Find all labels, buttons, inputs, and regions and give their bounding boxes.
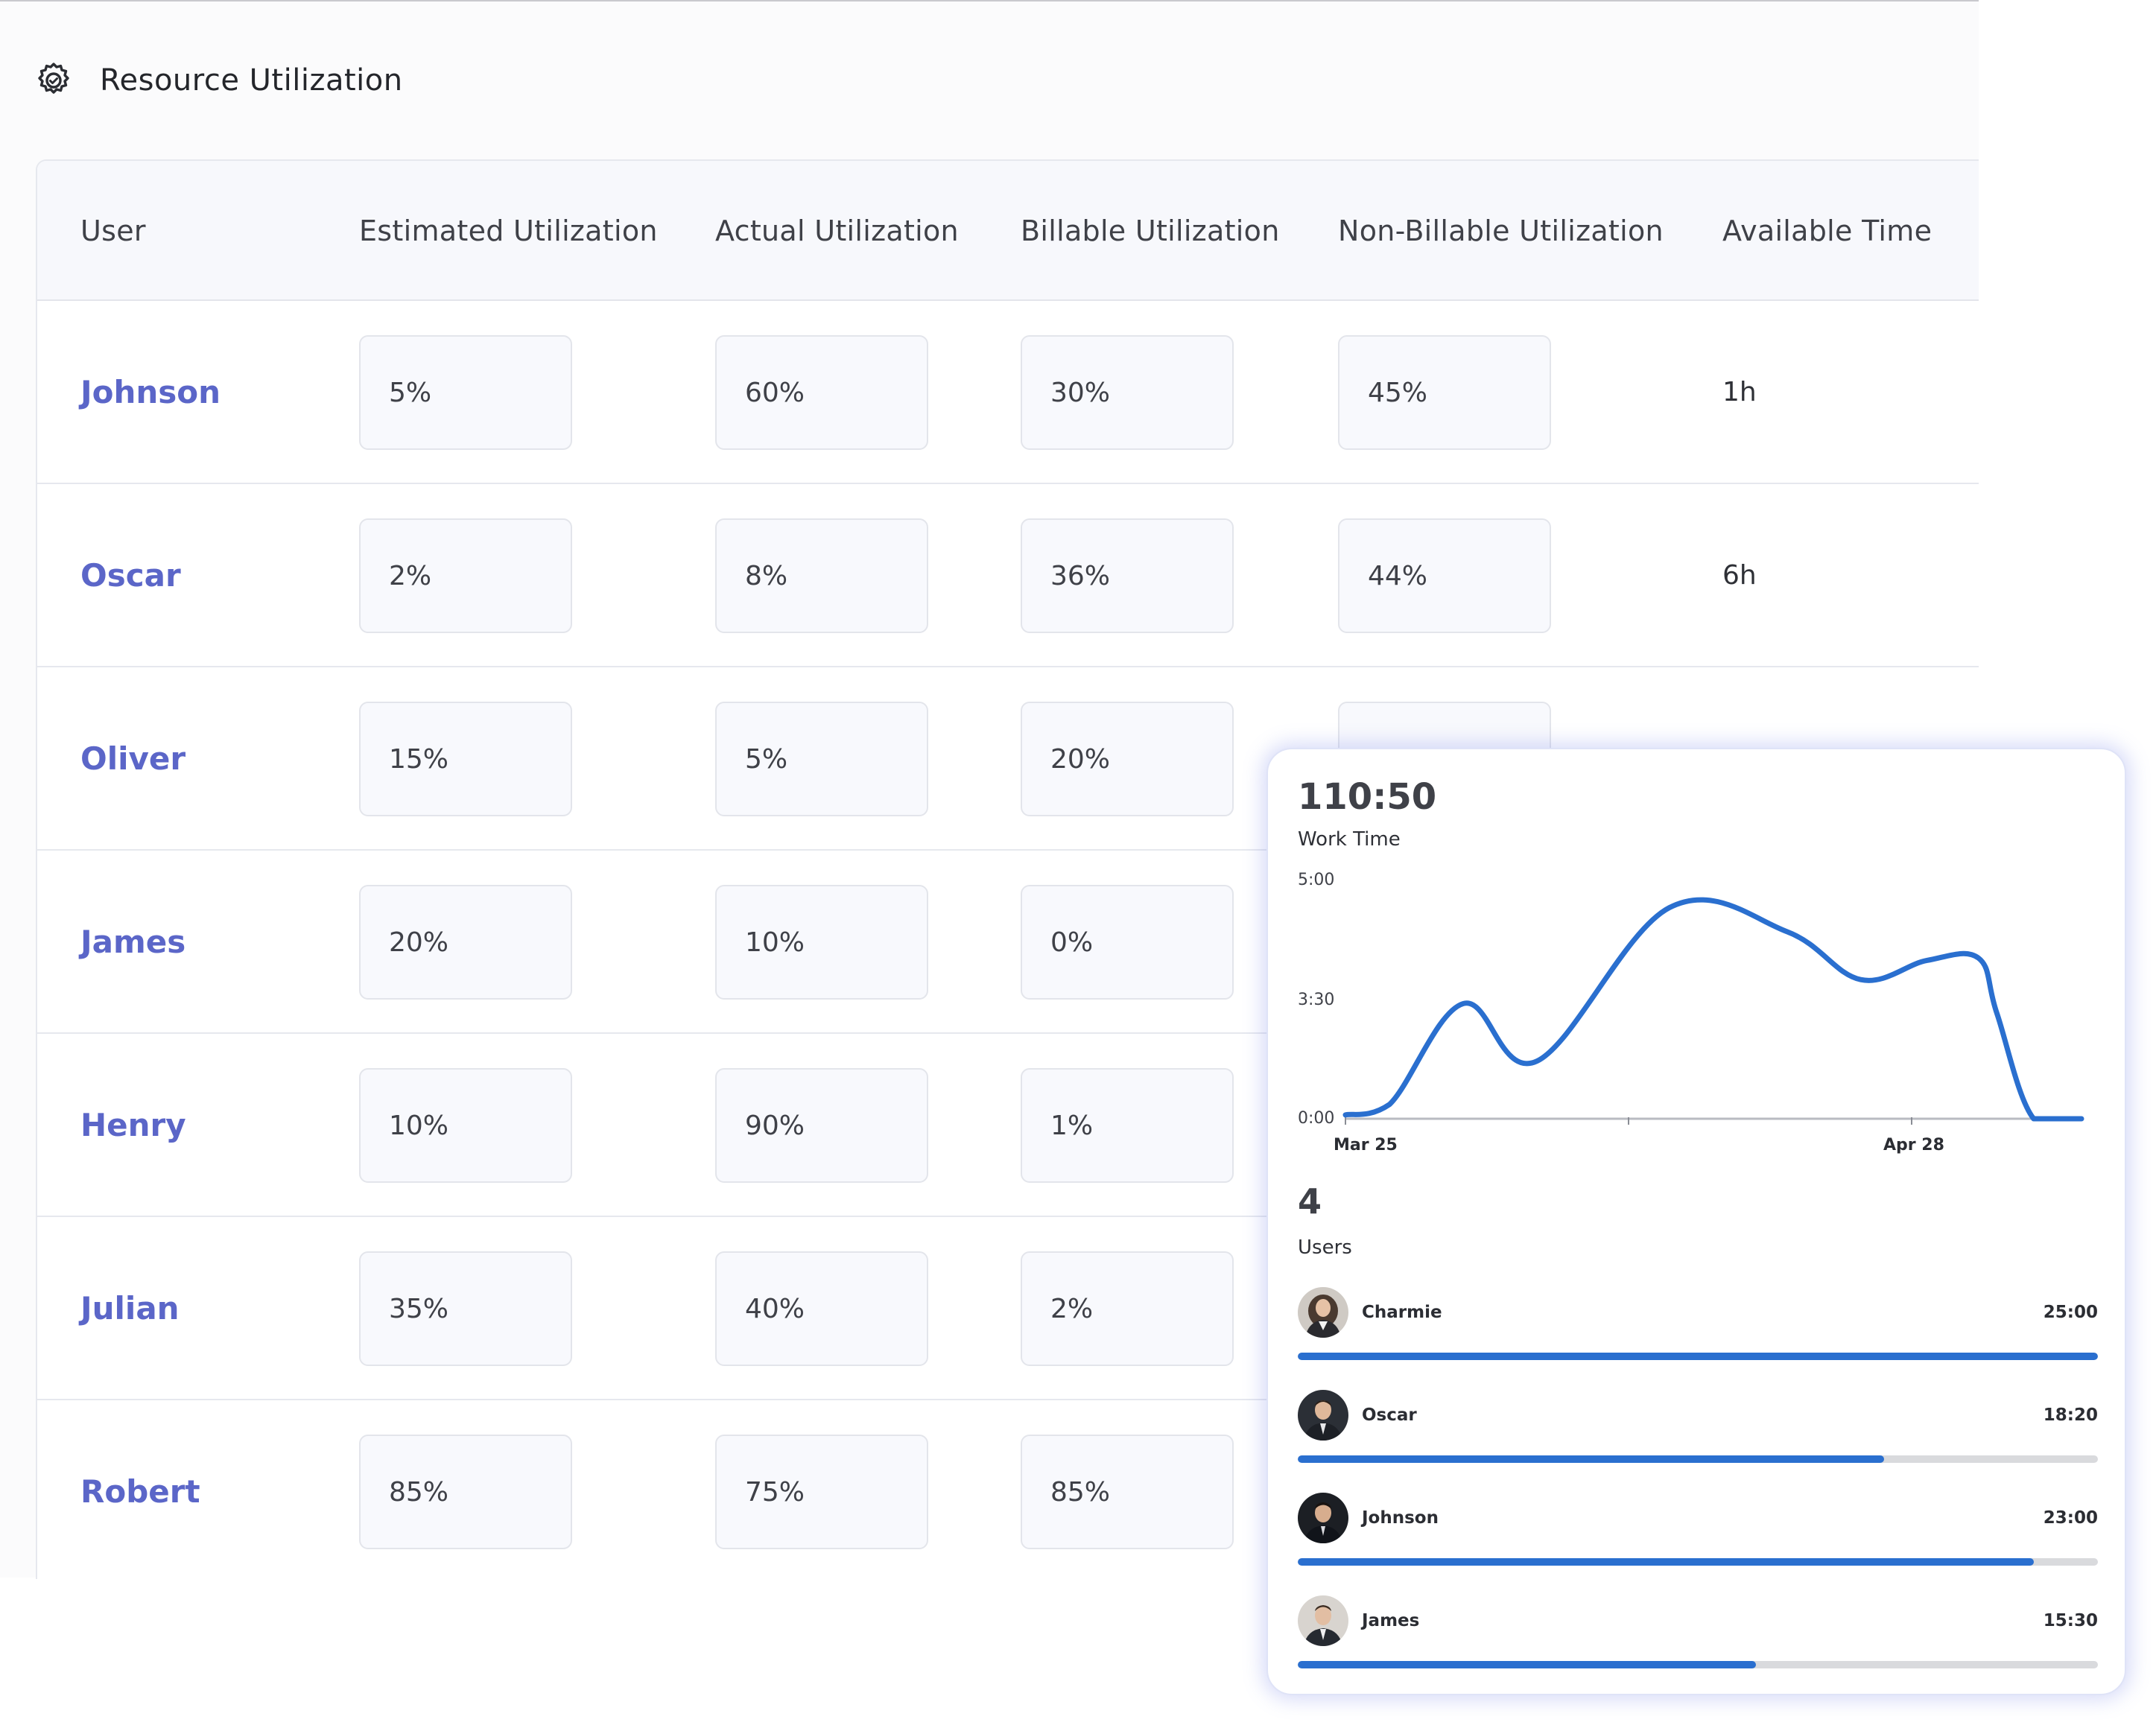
actual-utilization-field[interactable]: 60% — [715, 335, 928, 450]
available-time: 1h — [1722, 376, 1757, 407]
total-work-time-label: Work Time — [1298, 828, 1401, 851]
billable-utilization-field[interactable]: 30% — [1021, 335, 1234, 450]
user-progress-fill — [1298, 1661, 1757, 1668]
column-header-estimated[interactable]: Estimated Utilization — [359, 215, 658, 247]
billable-utilization-field[interactable]: 0% — [1021, 885, 1234, 1000]
user-name: Charmie — [1362, 1303, 1442, 1322]
billable-utilization-field[interactable]: 85% — [1021, 1435, 1234, 1549]
column-header-non-billable[interactable]: Non-Billable Utilization — [1338, 215, 1664, 247]
estimated-utilization-field[interactable]: 2% — [359, 518, 572, 633]
estimated-utilization-field[interactable]: 20% — [359, 885, 572, 1000]
work-time-chart: 0:00 3:30 5:00 Mar 25 Apr 28 — [1298, 871, 2084, 1154]
table-header: User Estimated Utilization Actual Utiliz… — [37, 161, 1979, 301]
column-header-available[interactable]: Available Time — [1722, 215, 1933, 247]
user-name: Oscar — [1362, 1406, 1417, 1425]
non-billable-utilization-field[interactable]: 44% — [1338, 518, 1551, 633]
user-link[interactable]: Julian — [80, 1289, 180, 1327]
actual-utilization-field[interactable]: 90% — [715, 1068, 928, 1183]
billable-utilization-field[interactable]: 2% — [1021, 1251, 1234, 1366]
users-label: Users — [1298, 1236, 1352, 1259]
avatar-man — [1298, 1595, 1348, 1646]
user-progress-bar — [1298, 1661, 2098, 1668]
work-time-series-line — [1342, 897, 2084, 1122]
billable-utilization-field[interactable]: 1% — [1021, 1068, 1234, 1183]
table-row: Robert 85% 75% 85% — [37, 1400, 1979, 1584]
table-row: Henry 10% 90% 1% — [37, 1034, 1979, 1217]
avatar-man — [1298, 1493, 1348, 1543]
estimated-utilization-field[interactable]: 15% — [359, 702, 572, 816]
gear-icon — [38, 63, 69, 94]
user-link[interactable]: Oliver — [80, 740, 186, 777]
table-row: Julian 35% 40% 2% — [37, 1217, 1979, 1400]
users-count: 4 — [1298, 1181, 1322, 1222]
user-row[interactable]: Johnson 23:00 — [1298, 1493, 2098, 1589]
column-header-user[interactable]: User — [80, 215, 146, 247]
table-row: Johnson 5% 60% 30% 45% 1h — [37, 301, 1979, 484]
estimated-utilization-field[interactable]: 35% — [359, 1251, 572, 1366]
avatar-man — [1298, 1390, 1348, 1441]
user-link[interactable]: Robert — [80, 1473, 200, 1510]
user-row[interactable]: James 15:30 — [1298, 1595, 2098, 1692]
user-link[interactable]: Oscar — [80, 556, 181, 594]
user-name: Johnson — [1362, 1508, 1439, 1528]
actual-utilization-field[interactable]: 75% — [715, 1435, 928, 1549]
y-tick-label: 5:00 — [1298, 871, 1334, 889]
actual-utilization-field[interactable]: 40% — [715, 1251, 928, 1366]
work-time-card: 110:50 Work Time 0:00 3:30 5:00 Mar 25 Apr 2… — [1266, 748, 2126, 1695]
billable-utilization-field[interactable]: 36% — [1021, 518, 1234, 633]
actual-utilization-field[interactable]: 10% — [715, 885, 928, 1000]
non-billable-utilization-field[interactable]: 45% — [1338, 335, 1551, 450]
page-header: Resource Utilization — [33, 58, 403, 103]
table-row: James 20% 10% 0% — [37, 851, 1979, 1034]
user-time: 15:30 — [2043, 1611, 2098, 1630]
estimated-utilization-field[interactable]: 10% — [359, 1068, 572, 1183]
user-link[interactable]: James — [80, 923, 186, 960]
table-row: Oscar 2% 8% 36% 44% 6h — [37, 484, 1979, 667]
user-link[interactable]: Johnson — [80, 373, 221, 410]
user-row[interactable]: Charmie 25:00 — [1298, 1287, 2098, 1384]
estimated-utilization-field[interactable]: 85% — [359, 1435, 572, 1549]
user-row[interactable]: Oscar 18:20 — [1298, 1390, 2098, 1487]
actual-utilization-field[interactable]: 8% — [715, 518, 928, 633]
user-name: James — [1362, 1611, 1420, 1630]
page-title: Resource Utilization — [100, 63, 403, 98]
avatar-woman — [1298, 1287, 1348, 1338]
x-tick-label: Mar 25 — [1334, 1136, 1398, 1154]
user-time: 18:20 — [2043, 1406, 2098, 1425]
estimated-utilization-field[interactable]: 5% — [359, 335, 572, 450]
column-header-actual[interactable]: Actual Utilization — [715, 215, 959, 247]
available-time: 6h — [1722, 559, 1757, 591]
y-tick-label: 0:00 — [1298, 1109, 1334, 1128]
user-link[interactable]: Henry — [80, 1106, 186, 1143]
actual-utilization-field[interactable]: 5% — [715, 702, 928, 816]
user-progress-fill — [1298, 1353, 2098, 1360]
user-progress-bar — [1298, 1558, 2098, 1566]
user-progress-fill — [1298, 1558, 2035, 1566]
billable-utilization-field[interactable]: 20% — [1021, 702, 1234, 816]
user-progress-bar — [1298, 1353, 2098, 1360]
user-progress-fill — [1298, 1455, 1885, 1463]
y-tick-label: 3:30 — [1298, 991, 1334, 1009]
x-tick-label: Apr 28 — [1883, 1136, 1944, 1154]
user-time: 23:00 — [2043, 1508, 2098, 1528]
column-header-billable[interactable]: Billable Utilization — [1021, 215, 1280, 247]
user-time: 25:00 — [2043, 1303, 2098, 1322]
total-work-time: 110:50 — [1298, 776, 1437, 818]
user-progress-bar — [1298, 1455, 2098, 1463]
